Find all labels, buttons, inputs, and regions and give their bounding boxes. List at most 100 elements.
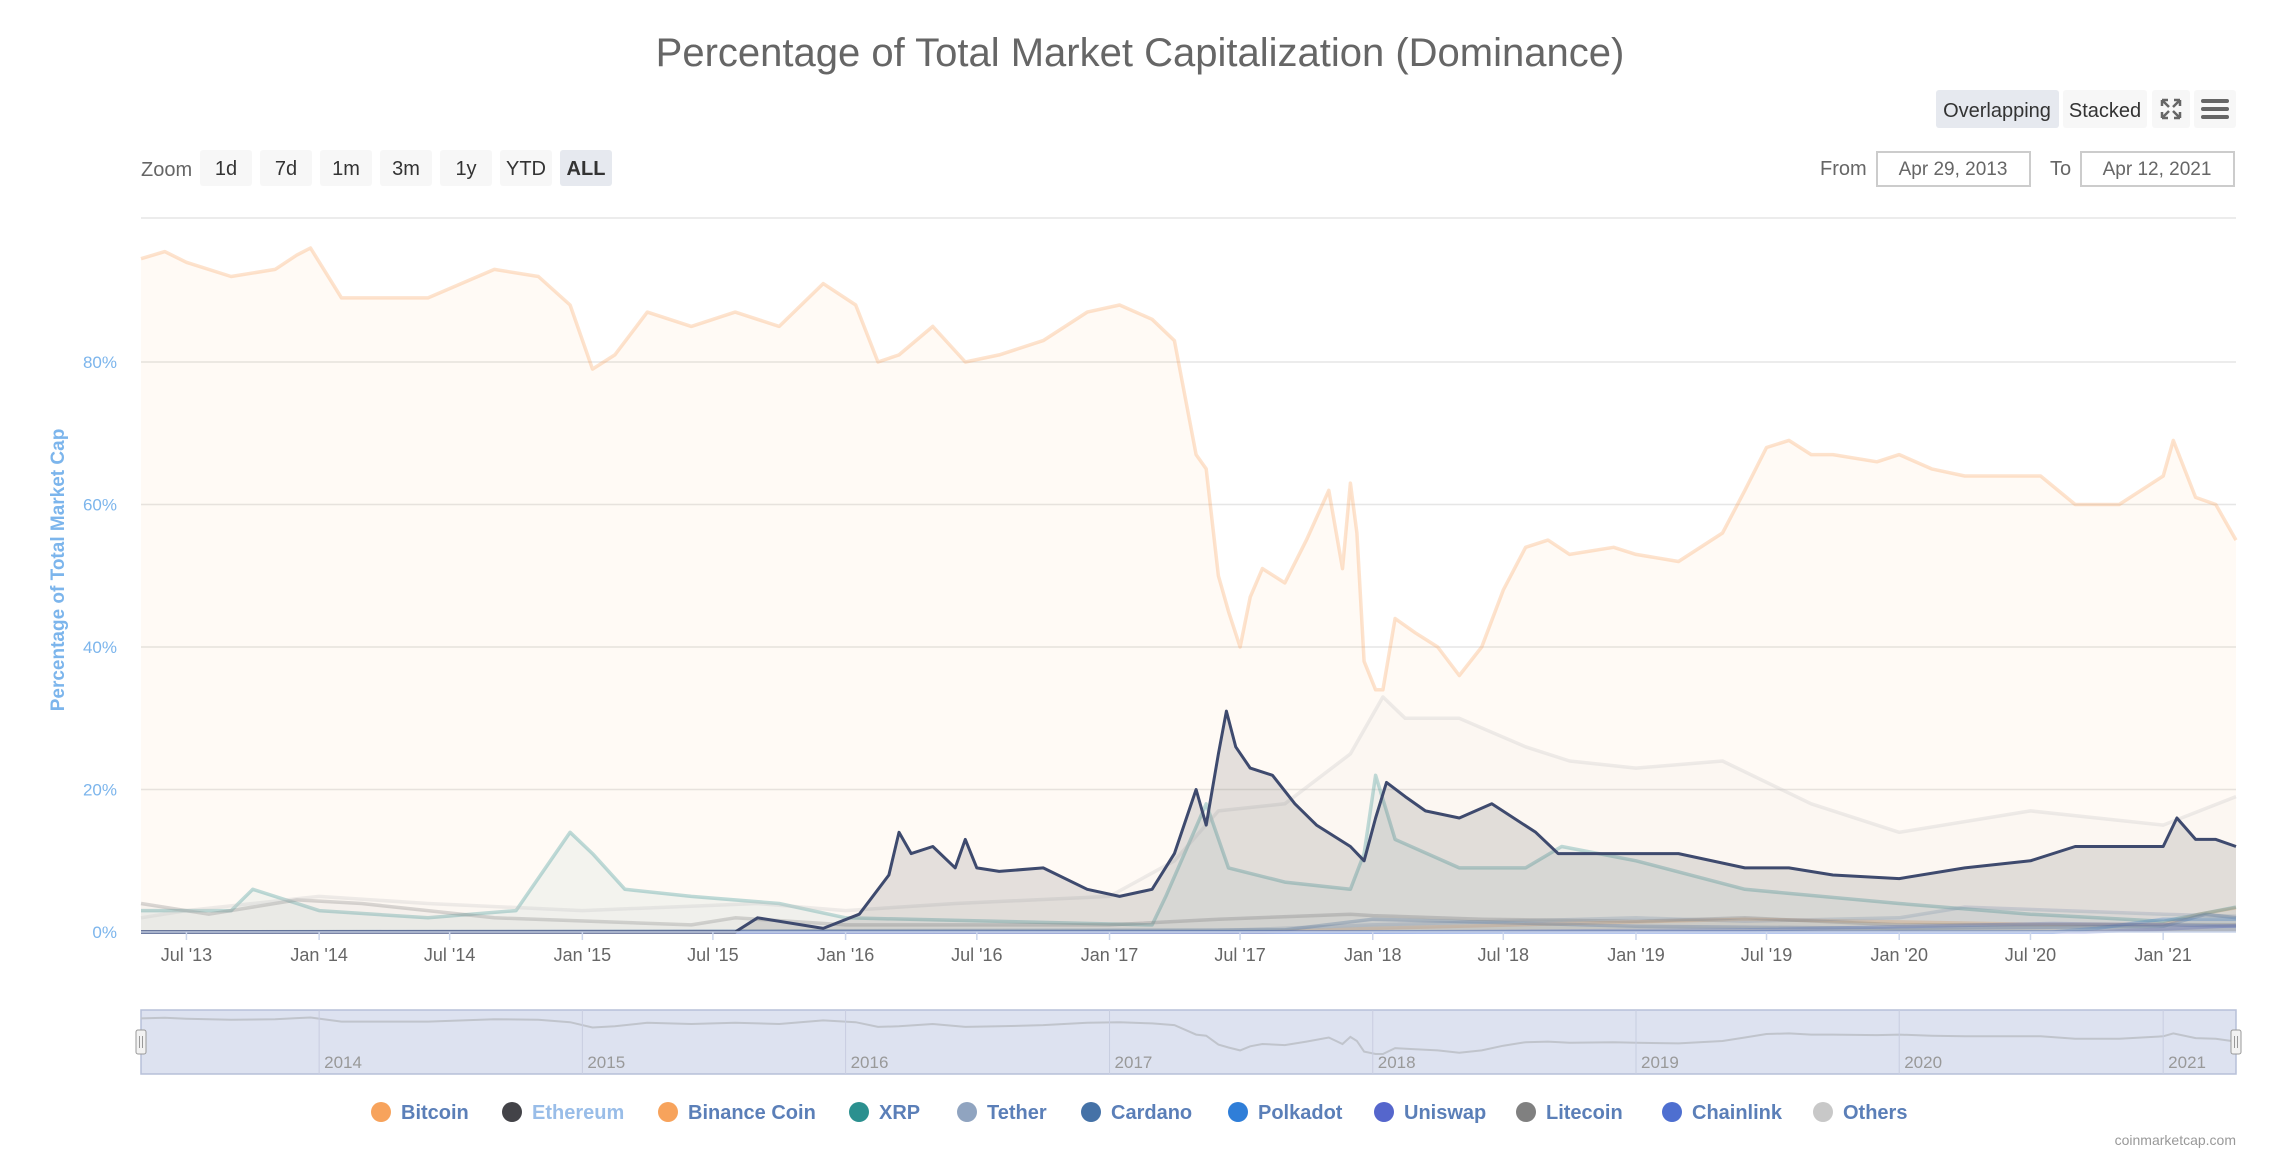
legend-item-xrp[interactable]: XRP	[849, 1102, 920, 1124]
y-tick-label: 40%	[83, 638, 117, 657]
legend-item-tether[interactable]: Tether	[957, 1102, 1047, 1124]
navigator-year-label: 2017	[1115, 1053, 1153, 1072]
x-tick-label: Jan '18	[1344, 945, 1401, 965]
zoom-label: Zoom	[141, 159, 192, 181]
navigator-year-label: 2016	[851, 1053, 889, 1072]
legend-label: Bitcoin	[401, 1102, 469, 1124]
series-ethereum[interactable]	[141, 709, 2237, 934]
navigator-mask[interactable]	[140, 1009, 2237, 1075]
zoom-3m-button[interactable]: 3m	[380, 150, 432, 186]
legend-marker	[849, 1102, 869, 1122]
y-tick-label: 0%	[92, 923, 117, 942]
series-xrp[interactable]	[141, 773, 2237, 932]
legend-label: XRP	[879, 1102, 920, 1124]
svg-text:1d: 1d	[215, 158, 237, 180]
legend-item-polkadot[interactable]: Polkadot	[1228, 1102, 1343, 1124]
x-tick-label: Jul '13	[161, 945, 212, 965]
credit-link[interactable]: coinmarketcap.com	[2115, 1132, 2236, 1148]
svg-text:ALL: ALL	[567, 158, 606, 180]
zoom-all-button[interactable]: ALL	[560, 150, 612, 186]
series-line	[141, 709, 2237, 934]
x-tick-label: Jan '21	[2134, 945, 2191, 965]
svg-text:Overlapping: Overlapping	[1943, 100, 2051, 122]
x-tick-label: Jan '17	[1081, 945, 1138, 965]
legend-label: Uniswap	[1404, 1102, 1486, 1124]
zoom-7d-button[interactable]: 7d	[260, 150, 312, 186]
stacked-button[interactable]: Stacked	[2063, 90, 2147, 128]
navigator[interactable]: 2014 2015 2016 2017 2018 2019 2020 2021	[135, 1009, 2242, 1075]
y-tick-label: 80%	[83, 353, 117, 372]
x-tick-label: Jul '20	[2005, 945, 2056, 965]
fullscreen-icon[interactable]	[2152, 90, 2190, 128]
svg-text:7d: 7d	[275, 158, 297, 180]
to-label: To	[2050, 158, 2071, 180]
navigator-series	[140, 1016, 2237, 1055]
legend-item-others[interactable]: Others	[1813, 1102, 1907, 1124]
series-area	[141, 907, 2236, 932]
zoom-1d-button[interactable]: 1d	[200, 150, 252, 186]
legend-label: Chainlink	[1692, 1102, 1783, 1124]
y-tick-label: 20%	[83, 781, 117, 800]
zoom-1m-button[interactable]: 1m	[320, 150, 372, 186]
series-line	[140, 898, 2236, 927]
from-date-input[interactable]: Apr 29, 2013	[1876, 151, 2031, 187]
legend-label: Tether	[987, 1102, 1047, 1124]
legend-label: Binance Coin	[688, 1102, 816, 1124]
legend-marker	[502, 1102, 522, 1122]
legend-label: Ethereum	[532, 1102, 624, 1124]
legend: Bitcoin Ethereum Binance Coin XRP Tether Card…	[371, 1102, 1907, 1124]
legend-item-bitcoin[interactable]: Bitcoin	[371, 1102, 469, 1124]
series-area	[141, 923, 2236, 932]
series-others[interactable]	[140, 695, 2237, 932]
x-tick-label: Jul '17	[1214, 945, 1265, 965]
series-line	[140, 246, 2238, 692]
legend-marker	[1228, 1102, 1248, 1122]
legend-item-chainlink[interactable]: Chainlink	[1662, 1102, 1783, 1124]
x-tick-label: Jan '20	[1870, 945, 1927, 965]
navigator-right-handle[interactable]	[2230, 1029, 2242, 1055]
series-layer	[140, 246, 2238, 934]
navigator-year-label: 2019	[1641, 1053, 1679, 1072]
svg-text:1y: 1y	[455, 158, 476, 180]
series-line	[140, 695, 2237, 920]
series-litecoin[interactable]	[140, 898, 2236, 932]
legend-item-litecoin[interactable]: Litecoin	[1516, 1102, 1623, 1124]
legend-marker	[1516, 1102, 1536, 1122]
overlapping-button[interactable]: Overlapping	[1936, 90, 2059, 128]
series-area	[141, 914, 2236, 932]
legend-marker	[371, 1102, 391, 1122]
navigator-left-handle[interactable]	[135, 1029, 147, 1055]
menu-icon[interactable]	[2194, 90, 2236, 128]
navigator-year-label: 2015	[587, 1053, 625, 1072]
series-line	[141, 773, 2237, 927]
to-date-input[interactable]: Apr 12, 2021	[2080, 151, 2235, 187]
series-area	[141, 696, 2236, 932]
navigator-year-label: 2021	[2168, 1053, 2206, 1072]
series-area	[141, 248, 2236, 932]
x-tick-label: Jul '14	[424, 945, 475, 965]
zoom-1y-button[interactable]: 1y	[440, 150, 492, 186]
x-tick-label: Jan '14	[290, 945, 347, 965]
x-tick-label: Jul '16	[951, 945, 1002, 965]
y-axis-title: Percentage of Total Market Cap	[48, 429, 69, 712]
axis-layer: 0% 20% 40% 60% 80% Jul '13 Jan '14 Jul '14 Jan '…	[83, 353, 2236, 965]
zoom-ytd-button[interactable]: YTD	[500, 150, 552, 186]
legend-item-ethereum[interactable]: Ethereum	[502, 1102, 624, 1124]
legend-item-cardano[interactable]: Cardano	[1081, 1102, 1192, 1124]
navigator-year-label: 2018	[1378, 1053, 1416, 1072]
series-tether[interactable]	[140, 905, 2237, 934]
series-cardano[interactable]	[140, 912, 2237, 934]
legend-item-uniswap[interactable]: Uniswap	[1374, 1102, 1486, 1124]
legend-marker	[1813, 1102, 1833, 1122]
series-area	[141, 775, 2236, 932]
series-area	[141, 907, 2236, 932]
legend-marker	[1081, 1102, 1101, 1122]
series-bitcoin[interactable]	[140, 246, 2238, 932]
legend-marker	[658, 1102, 678, 1122]
legend-item-binance-coin[interactable]: Binance Coin	[658, 1102, 816, 1124]
chart-title: Percentage of Total Market Capitalizatio…	[656, 31, 1625, 75]
x-tick-label: Jul '19	[1741, 945, 1792, 965]
svg-text:Apr 29, 2013: Apr 29, 2013	[1899, 159, 2008, 180]
from-label: From	[1820, 158, 1867, 180]
